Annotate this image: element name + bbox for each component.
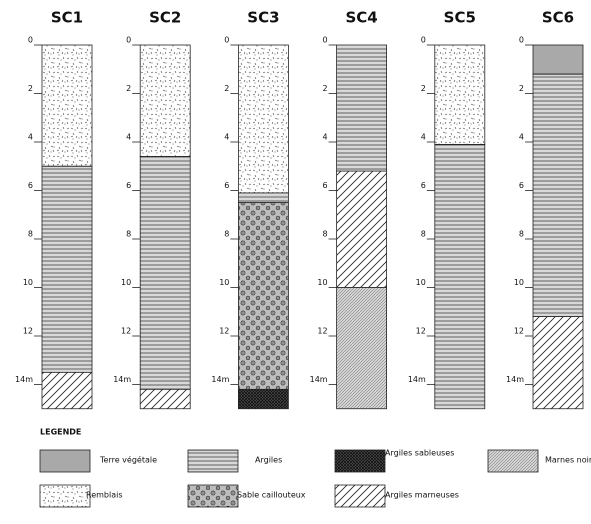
tick-label: 4 bbox=[323, 133, 328, 142]
tick-label: 10 bbox=[317, 278, 327, 287]
legend-swatch bbox=[188, 485, 238, 507]
tick-label: 10 bbox=[514, 278, 524, 287]
tick-label: 10 bbox=[23, 278, 33, 287]
legend-swatch bbox=[335, 450, 385, 472]
layer bbox=[140, 389, 190, 408]
tick-label: 4 bbox=[224, 133, 229, 142]
column-title: SC5 bbox=[444, 9, 476, 27]
tick-label: 8 bbox=[224, 230, 229, 239]
layer bbox=[337, 288, 387, 409]
tick-label: 14m bbox=[15, 375, 33, 384]
tick-label: 0 bbox=[126, 36, 131, 45]
tick-label: 10 bbox=[219, 278, 229, 287]
legend-swatch bbox=[40, 485, 90, 507]
tick-label: 2 bbox=[519, 84, 524, 93]
legend-label: Sable caillouteux bbox=[237, 491, 306, 500]
tick-label: 8 bbox=[421, 230, 426, 239]
tick-label: 4 bbox=[421, 133, 426, 142]
legend-label: Argiles sableuses bbox=[385, 449, 454, 458]
tick-label: 2 bbox=[421, 84, 426, 93]
tick-label: 6 bbox=[421, 181, 426, 190]
tick-label: 14m bbox=[506, 375, 524, 384]
tick-label: 14m bbox=[113, 375, 131, 384]
tick-label: 0 bbox=[519, 36, 524, 45]
tick-label: 14m bbox=[408, 375, 426, 384]
tick-label: 0 bbox=[421, 36, 426, 45]
tick-label: 0 bbox=[323, 36, 328, 45]
layer bbox=[42, 45, 92, 166]
tick-label: 12 bbox=[317, 327, 327, 336]
tick-label: 4 bbox=[519, 133, 524, 142]
stratigraphic-logs: LEGENDE SC1 0 2 4 6 8 10 12 14m SC2 0 2 4 6 8 10 12 14m SC… bbox=[0, 0, 591, 520]
tick-label: 12 bbox=[514, 327, 524, 336]
tick-label: 2 bbox=[323, 84, 328, 93]
layer bbox=[140, 45, 190, 157]
legend-swatch bbox=[40, 450, 90, 472]
layer bbox=[42, 372, 92, 408]
tick-label: 0 bbox=[28, 36, 33, 45]
tick-label: 6 bbox=[323, 181, 328, 190]
column-title: SC4 bbox=[345, 9, 377, 27]
layer bbox=[238, 203, 288, 390]
column-title: SC2 bbox=[149, 9, 181, 27]
column-title: SC3 bbox=[247, 9, 279, 27]
column-title: SC6 bbox=[542, 9, 574, 27]
layer bbox=[42, 166, 92, 372]
tick-label: 10 bbox=[121, 278, 131, 287]
layer bbox=[435, 144, 485, 408]
layer bbox=[238, 389, 288, 408]
tick-label: 0 bbox=[224, 36, 229, 45]
legend-label: Terre végétale bbox=[99, 455, 157, 465]
legend-label: Remblais bbox=[86, 491, 123, 500]
tick-label: 8 bbox=[28, 230, 33, 239]
layer bbox=[533, 74, 583, 317]
tick-label: 12 bbox=[121, 327, 131, 336]
legend-swatch bbox=[188, 450, 238, 472]
tick-label: 6 bbox=[126, 181, 131, 190]
layer bbox=[337, 171, 387, 287]
tick-label: 12 bbox=[219, 327, 229, 336]
tick-label: 6 bbox=[28, 181, 33, 190]
layer bbox=[337, 45, 387, 171]
tick-label: 2 bbox=[126, 84, 131, 93]
layer bbox=[435, 45, 485, 144]
tick-label: 14m bbox=[211, 375, 229, 384]
layer bbox=[533, 45, 583, 74]
tick-label: 8 bbox=[126, 230, 131, 239]
legend-swatch bbox=[335, 485, 385, 507]
legend-label: Argiles bbox=[255, 456, 282, 465]
tick-label: 6 bbox=[519, 181, 524, 190]
tick-label: 14m bbox=[310, 375, 328, 384]
tick-label: 12 bbox=[416, 327, 426, 336]
layer bbox=[533, 317, 583, 409]
layer bbox=[238, 45, 288, 193]
tick-label: 8 bbox=[323, 230, 328, 239]
tick-label: 12 bbox=[23, 327, 33, 336]
legend-label: Argiles marneuses bbox=[385, 491, 459, 500]
layer bbox=[140, 157, 190, 390]
legend-label: Marnes noires bbox=[545, 456, 591, 465]
tick-label: 8 bbox=[519, 230, 524, 239]
tick-label: 10 bbox=[416, 278, 426, 287]
tick-label: 2 bbox=[28, 84, 33, 93]
legend-swatch bbox=[488, 450, 538, 472]
legend-title: LEGENDE bbox=[40, 428, 81, 437]
column-title: SC1 bbox=[51, 9, 83, 27]
tick-label: 4 bbox=[126, 133, 131, 142]
layer bbox=[238, 193, 288, 203]
tick-label: 4 bbox=[28, 133, 33, 142]
tick-label: 6 bbox=[224, 181, 229, 190]
tick-label: 2 bbox=[224, 84, 229, 93]
